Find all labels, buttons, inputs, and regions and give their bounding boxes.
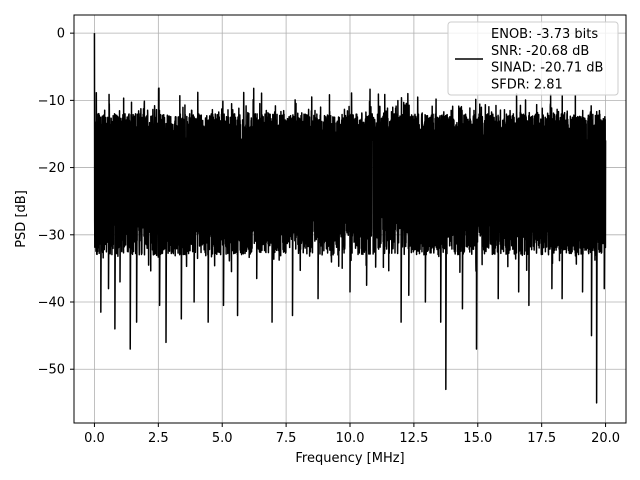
- x-tick-label: 15.0: [463, 431, 492, 446]
- x-tick-label: 5.0: [212, 431, 233, 446]
- x-axis-label: Frequency [MHz]: [295, 451, 404, 466]
- y-axis-label: PSD [dB]: [14, 190, 29, 248]
- legend-box: [447, 21, 619, 96]
- legend-line: SFDR: 2.81: [491, 77, 563, 92]
- y-tick-label: −40: [38, 296, 65, 311]
- x-tick-label: 17.5: [527, 431, 556, 446]
- x-tick-label: 12.5: [399, 431, 428, 446]
- legend-entry: ENOB: -3.73 bits SNR: -20.68 dB SINAD: -20…: [491, 27, 603, 92]
- x-tick-label: 20.0: [591, 431, 620, 446]
- x-axis-ticks: 0.0 2.5 5.0 7.5 10.0 12.5 15.0 17.5 20.0: [84, 423, 620, 446]
- legend-line: SNR: -20.68 dB: [491, 44, 589, 59]
- y-axis-ticks: 0 −10 −20 −30 −40 −50: [38, 27, 74, 378]
- y-tick-label: −50: [38, 363, 65, 378]
- y-tick-label: 0: [57, 27, 65, 42]
- x-tick-label: 10.0: [336, 431, 365, 446]
- y-tick-label: −20: [38, 161, 65, 176]
- legend: ENOB: -3.73 bits SNR: -20.68 dB SINAD: -20…: [447, 21, 619, 96]
- plot-area: [93, 33, 607, 404]
- legend-line: ENOB: -3.73 bits: [491, 27, 598, 42]
- legend-line: SINAD: -20.71 dB: [491, 61, 603, 76]
- psd-series-line: [93, 33, 607, 404]
- y-tick-label: −30: [38, 228, 65, 243]
- x-tick-label: 2.5: [148, 431, 169, 446]
- x-tick-label: 7.5: [276, 431, 297, 446]
- x-tick-label: 0.0: [84, 431, 105, 446]
- y-tick-label: −10: [38, 94, 65, 109]
